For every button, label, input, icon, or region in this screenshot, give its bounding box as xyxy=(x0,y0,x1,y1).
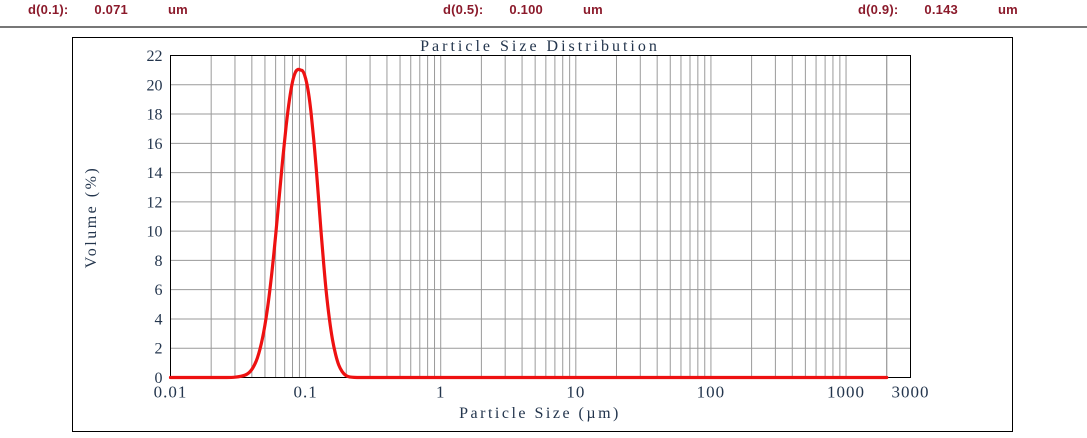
x-tick-label: 0.1 xyxy=(293,383,317,402)
percentile-d09: d(0.9): 0.143 um xyxy=(858,2,1018,17)
y-tick-label: 4 xyxy=(155,311,163,328)
grid-minor-lines xyxy=(210,55,911,378)
y-tick-label: 22 xyxy=(147,48,163,65)
percentile-d09-label: d(0.9): xyxy=(858,2,899,17)
x-tick-label: 100 xyxy=(697,383,726,402)
x-tick-label: 0.01 xyxy=(154,383,188,402)
y-tick-label: 6 xyxy=(155,282,163,299)
y-tick-label: 20 xyxy=(147,77,163,94)
percentile-d01: d(0.1): 0.071 um xyxy=(28,2,188,17)
y-tick-label: 14 xyxy=(147,165,163,182)
y-tick-label: 8 xyxy=(155,253,163,270)
volume-distribution-curve xyxy=(168,67,889,380)
x-tick-label: 1000 xyxy=(827,383,865,402)
chart-svg: 0 2 4 6 8 10 12 14 16 18 20 22 0.01 0.1 1 10 100 1000 300… xyxy=(83,38,930,422)
percentile-d01-value: 0.071 xyxy=(94,2,128,17)
chart-title: Particle Size Distribution xyxy=(420,38,660,55)
percentile-d01-unit: um xyxy=(167,2,188,17)
percentile-d09-unit: um xyxy=(997,2,1018,17)
percentile-d05: d(0.5): 0.100 um xyxy=(443,2,603,17)
percentile-d05-label: d(0.5): xyxy=(443,2,484,17)
percentile-d09-value: 0.143 xyxy=(924,2,958,17)
y-tick-label: 2 xyxy=(155,341,163,358)
percentile-d05-unit: um xyxy=(582,2,603,17)
grid-major-lines xyxy=(170,55,911,378)
chart-panel-frame xyxy=(72,37,1013,432)
y-tick-label: 0 xyxy=(155,370,163,387)
x-tick-label: 1 xyxy=(436,383,446,402)
particle-size-distribution-chart: 0 2 4 6 8 10 12 14 16 18 20 22 0.01 0.1 1 10 100 1000 300… xyxy=(0,37,1087,438)
y-tick-label: 16 xyxy=(147,136,163,153)
x-tick-label: 3000 xyxy=(892,383,930,402)
x-axis-title: Particle Size (µm) xyxy=(459,405,621,422)
percentile-header-row: d(0.1): 0.071 um d(0.5): 0.100 um d(0.9): 0.1… xyxy=(0,0,1087,26)
y-tick-label: 12 xyxy=(147,194,163,211)
x-axis-tick-labels: 0.01 0.1 1 10 100 1000 3000 xyxy=(154,383,930,402)
y-axis-tick-labels: 0 2 4 6 8 10 12 14 16 18 20 22 xyxy=(147,48,163,387)
x-tick-label: 10 xyxy=(566,383,585,402)
percentile-d05-value: 0.100 xyxy=(509,2,543,17)
plot-area-border xyxy=(170,55,911,378)
header-divider xyxy=(0,26,1087,28)
grid-horizontal-lines xyxy=(170,55,911,349)
y-tick-label: 10 xyxy=(147,224,163,241)
y-axis-title: Volume (%) xyxy=(83,166,100,268)
percentile-d01-label: d(0.1): xyxy=(28,2,69,17)
y-tick-label: 18 xyxy=(147,107,163,124)
